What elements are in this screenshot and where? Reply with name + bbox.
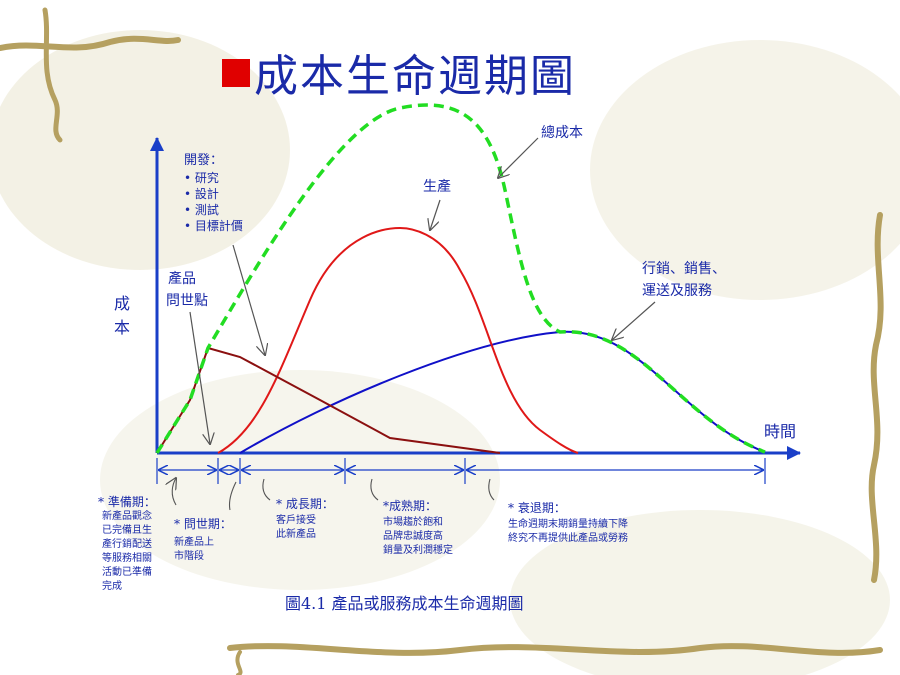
phase-description-line: 此新產品 [276, 529, 316, 540]
y-axis-label-line1: 成 [113, 294, 130, 313]
production-curve [217, 226, 579, 454]
phase-heading: * 問世期： [174, 517, 232, 531]
development-pointer [232, 244, 265, 355]
phase-growth: * 成長期： 客戶接受 此新產品 [276, 496, 334, 542]
marketing-line2: 運送及服務 [642, 283, 712, 299]
phase-description: 生命週期末期銷量持續下降 終究不再提供此產品或勞務 [508, 516, 628, 546]
phase-description-line: 等服務相關 [102, 553, 152, 564]
phase-label-pointers [172, 478, 495, 511]
page-title: 成本生命週期圖 [222, 40, 576, 104]
background-floral-blur [100, 370, 500, 590]
phase-description-line: 生命週期末期銷量持續下降 [508, 519, 628, 530]
launch-point-annotation: 產品 問世點 [166, 268, 208, 312]
phase-heading: * 衰退期： [508, 501, 566, 515]
development-annotation: 開發： 研究 設計 測試 目標計價 [184, 152, 243, 234]
production-pointer [430, 199, 441, 230]
y-axis-label-line2: 本 [113, 318, 130, 337]
phase-maturity: *成熟期： 市場趨於飽和 品牌忠誠度高 銷量及利潤穩定 [383, 498, 453, 558]
background-floral-blur [510, 510, 890, 675]
marketing-curve [239, 330, 766, 454]
phase-description: 市場趨於飽和 品牌忠誠度高 銷量及利潤穩定 [383, 514, 453, 558]
y-axis-label: 成 本 [112, 292, 132, 340]
phase-description-line: 銷量及利潤穩定 [383, 545, 453, 556]
development-list: 研究 設計 測試 目標計價 [184, 170, 243, 234]
vine-bottom [227, 643, 883, 656]
phase-description-line: 市階段 [174, 551, 204, 562]
development-item: 研究 [184, 170, 243, 186]
phase-heading: * 成長期： [276, 497, 334, 511]
phase-description-line: 完成 [102, 581, 122, 592]
vine-top-left [0, 35, 181, 51]
phase-description-line: 新產品觀念 [102, 511, 152, 522]
vine-top-left-2 [42, 7, 63, 143]
phase-description-line: 品牌忠誠度高 [383, 531, 443, 542]
development-item: 測試 [184, 202, 243, 218]
phase-decline: * 衰退期： 生命週期末期銷量持續下降 終究不再提供此產品或勞務 [508, 500, 628, 546]
phase-description-line: 產行銷配送 [102, 539, 152, 550]
total-cost-annotation: 總成本 [541, 125, 583, 141]
phase-description-line: 市場趨於飽和 [383, 517, 443, 528]
vine-bottom-left [235, 650, 243, 675]
phase-preparation: * 準備期： 新產品觀念 已完備且生 產行銷配送 等服務相關 活動已準備 完成 [98, 494, 156, 594]
phase-launch: * 問世期： 新產品上 市階段 [174, 516, 232, 564]
title-text: 成本生命週期圖 [254, 51, 576, 102]
development-item: 設計 [184, 186, 243, 202]
total-cost-pointer [498, 137, 539, 178]
title-square-icon [222, 59, 250, 87]
development-heading: 開發： [184, 153, 224, 168]
phase-description-line: 活動已準備 [102, 567, 152, 578]
marketing-pointer [612, 301, 656, 340]
phase-description: 新產品上 市階段 [174, 532, 232, 564]
vine-right [868, 212, 884, 583]
launch-line2: 問世點 [166, 293, 208, 309]
phase-description: 新產品觀念 已完備且生 產行銷配送 等服務相關 活動已準備 完成 [98, 510, 156, 594]
production-annotation: 生產 [423, 179, 451, 195]
figure-caption: 圖4.1 產品或服務成本生命週期圖 [285, 594, 524, 613]
phase-description-line: 新產品上 [174, 537, 214, 548]
phase-heading: *成熟期： [383, 499, 438, 513]
phase-description-line: 客戶接受 [276, 515, 316, 526]
development-item: 目標計價 [184, 218, 243, 234]
phase-description-line: 終究不再提供此產品或勞務 [508, 533, 628, 544]
phase-heading: * 準備期： [98, 495, 156, 509]
launch-line1: 產品 [168, 271, 196, 287]
x-axis-label: 時間 [764, 422, 797, 441]
launch-pointer [189, 311, 210, 444]
phase-description: 客戶接受 此新產品 [276, 512, 334, 542]
marketing-line1: 行銷、銷售、 [642, 261, 726, 277]
phase-description-line: 已完備且生 [102, 525, 152, 536]
phase-ticks [156, 458, 766, 484]
marketing-annotation: 行銷、銷售、 運送及服務 [642, 258, 726, 302]
background-floral-blur [590, 40, 900, 300]
development-curve [156, 346, 501, 454]
